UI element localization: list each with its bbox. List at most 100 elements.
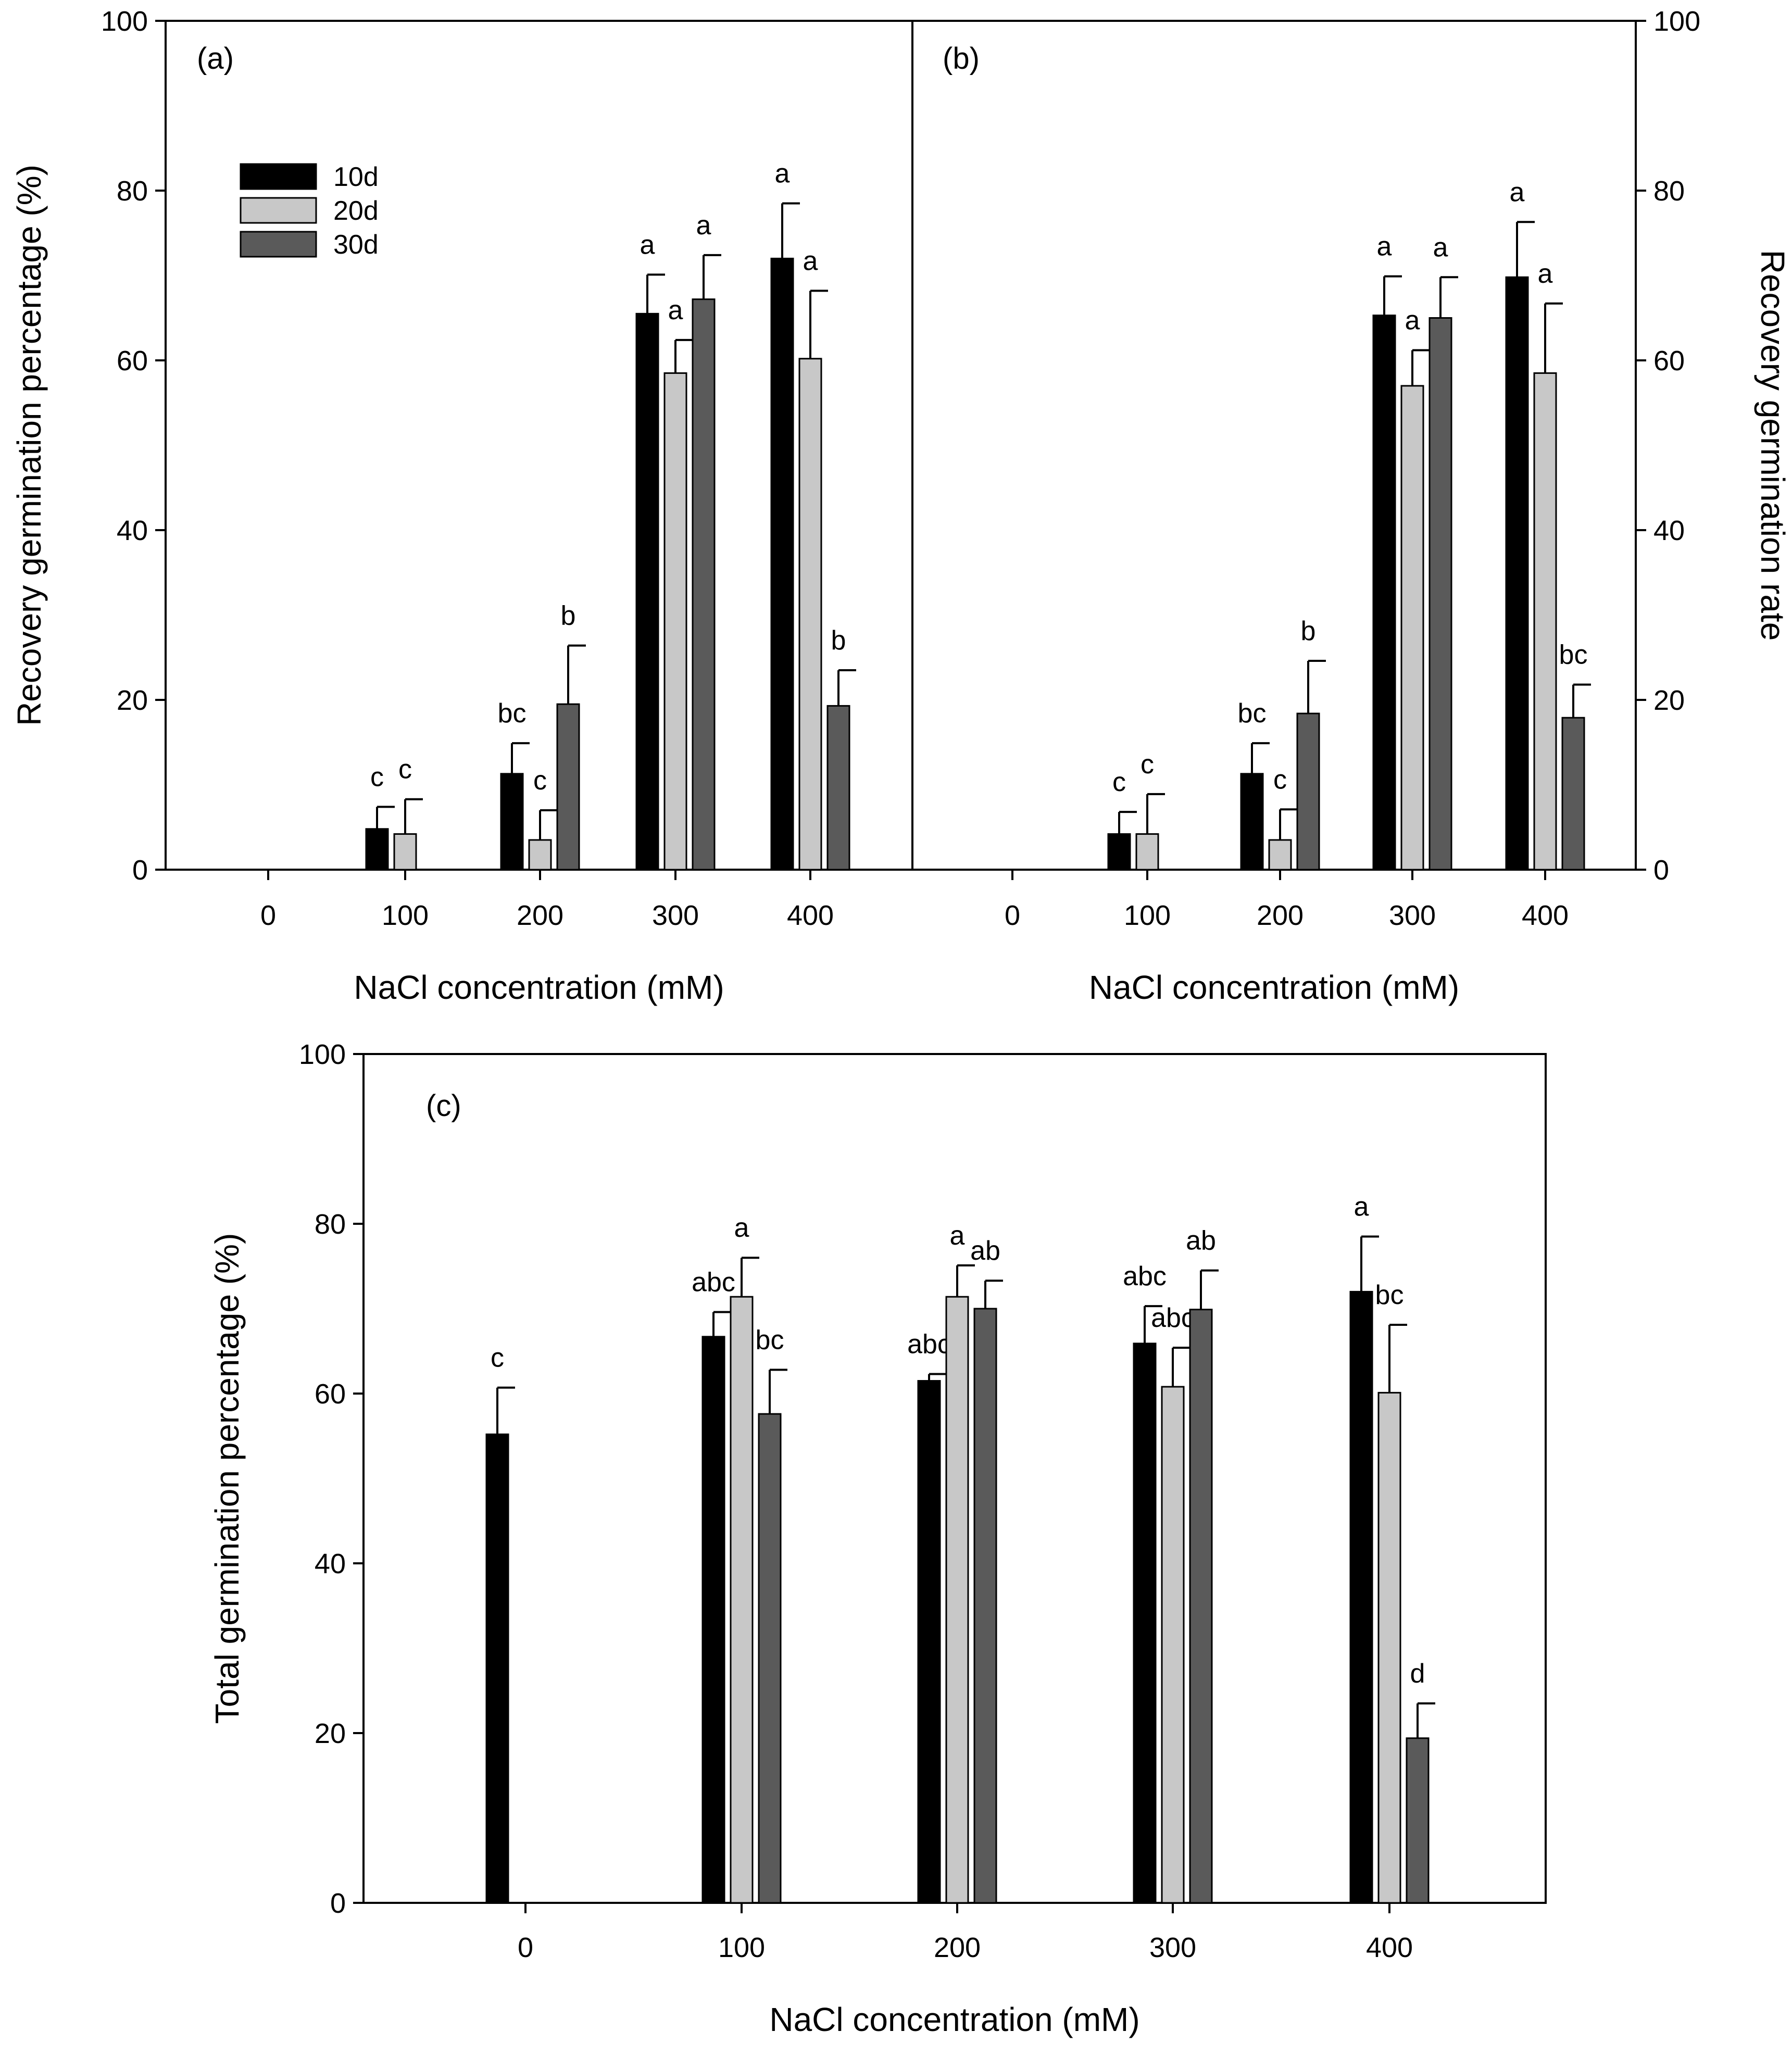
bar-30d [758, 1413, 782, 1904]
significance-letter: abc [692, 1268, 735, 1298]
x-tick-label: 300 [652, 900, 699, 931]
significance-letter: bc [1238, 698, 1267, 729]
y-tick-label: 80 [117, 175, 148, 207]
bar-20d [1135, 833, 1159, 871]
bar-30d [692, 298, 716, 871]
x-axis-title: NaCl concentration (mM) [769, 2001, 1139, 2038]
significance-letter: c [533, 766, 547, 796]
legend: 10d 20d 30d [240, 162, 379, 260]
bar-30d [826, 705, 850, 871]
panel-label: (b) [943, 42, 980, 76]
y-tick-label: 20 [315, 1718, 346, 1749]
legend-swatch-10d [240, 163, 317, 190]
bar-30d [973, 1308, 997, 1904]
significance-letter: a [1510, 177, 1525, 207]
significance-letter: bc [756, 1325, 784, 1355]
y-tick-label: 0 [132, 855, 148, 886]
bar-30d [1406, 1737, 1430, 1904]
bar-10d [1505, 276, 1529, 871]
panel-label: (c) [426, 1089, 461, 1123]
legend-label: 10d [333, 162, 379, 192]
significance-letter: a [734, 1213, 749, 1243]
bar-10d [365, 828, 389, 871]
bar-30d [1428, 317, 1452, 871]
y-tick-label: 60 [315, 1378, 346, 1410]
bar-10d [701, 1336, 725, 1904]
panel-c-chart: 0 20 40 60 80 100 0 100 200 300 400 NaCl concentrat… [208, 1039, 1547, 2038]
x-tick-label: 300 [1389, 900, 1436, 931]
y-tick-label: 60 [117, 345, 148, 377]
bar-20d [1377, 1391, 1401, 1904]
y-tick-label: 100 [299, 1039, 346, 1070]
x-tick-label: 0 [518, 1932, 533, 1963]
bar-20d [1161, 1386, 1185, 1904]
significance-letter: ab [1186, 1226, 1216, 1256]
bar-10d [1240, 773, 1264, 871]
significance-letter: d [1410, 1659, 1425, 1689]
bar-30d [1296, 712, 1320, 871]
significance-letter: c [370, 762, 384, 792]
x-axis-title: NaCl concentration (mM) [354, 969, 724, 1006]
bar-20d [393, 833, 417, 871]
y-axis-title: Total germination percentage (%) [208, 1233, 246, 1724]
bar-20d [730, 1296, 754, 1904]
bar-30d [1561, 717, 1585, 871]
y-tick-label: 100 [101, 6, 148, 37]
bar-10d [635, 312, 659, 871]
significance-letter: abc [1123, 1261, 1167, 1291]
significance-letter: a [1405, 305, 1420, 335]
bar-10d [1107, 833, 1131, 871]
bar-20d [1533, 372, 1557, 871]
bar-10d [917, 1380, 941, 1904]
y-tick-label: 0 [1653, 855, 1669, 886]
y-tick-label: 40 [1653, 515, 1685, 546]
legend-swatch-20d [240, 197, 317, 224]
legend-swatch-30d [240, 231, 317, 258]
x-tick-label: 400 [1366, 1932, 1413, 1963]
significance-letter: a [1538, 259, 1553, 289]
bar-10d [1372, 315, 1396, 871]
significance-letter: a [803, 246, 818, 276]
significance-letter: a [1433, 232, 1448, 262]
x-tick-label: 0 [1005, 900, 1020, 931]
significance-letter: a [696, 210, 711, 241]
bar-20d [1400, 385, 1424, 871]
significance-letter: bc [498, 698, 527, 729]
x-tick-label: 100 [1124, 900, 1171, 931]
x-tick-label: 100 [382, 900, 429, 931]
significance-letter: abc [907, 1329, 951, 1360]
significance-letter: a [950, 1221, 965, 1251]
significance-letter: b [831, 625, 846, 656]
bar-10d [485, 1433, 509, 1904]
significance-letter: ab [970, 1236, 1000, 1266]
y-tick-label: 0 [330, 1888, 346, 1919]
panel-b-chart: 0 20 40 60 80 100 0 100 200 300 400 NaCl concentrat… [911, 6, 1791, 1006]
significance-letter: a [1354, 1191, 1369, 1222]
bar-10d [500, 773, 524, 871]
y-tick-label: 100 [1653, 6, 1700, 37]
bar-10d [1133, 1343, 1157, 1904]
y-tick-label: 60 [1653, 345, 1685, 377]
significance-letter: a [1377, 232, 1392, 262]
y-tick-label: 20 [117, 685, 148, 716]
significance-letter: c [491, 1343, 504, 1373]
significance-letter: c [398, 755, 412, 785]
x-tick-label: 200 [517, 900, 563, 931]
y-tick-label: 80 [315, 1209, 346, 1240]
bar-30d [556, 703, 580, 871]
panel-label: (a) [197, 42, 234, 76]
y-tick-label: 80 [1653, 175, 1685, 207]
significance-letter: a [775, 158, 790, 189]
panel-a-chart: 0 20 40 60 80 100 0 100 200 300 400 NaCl concentrat… [10, 6, 913, 1006]
x-tick-label: 400 [1522, 900, 1569, 931]
bar-30d [1189, 1309, 1213, 1904]
bar-20d [663, 372, 687, 871]
bar-20d [528, 839, 552, 871]
bar-10d [1349, 1290, 1373, 1904]
significance-letter: c [1273, 764, 1287, 795]
legend-label: 20d [333, 196, 379, 226]
y-axis-title: Recovery germination percentage (%) [10, 165, 48, 726]
significance-letter: c [1141, 749, 1154, 780]
x-tick-label: 0 [260, 900, 276, 931]
